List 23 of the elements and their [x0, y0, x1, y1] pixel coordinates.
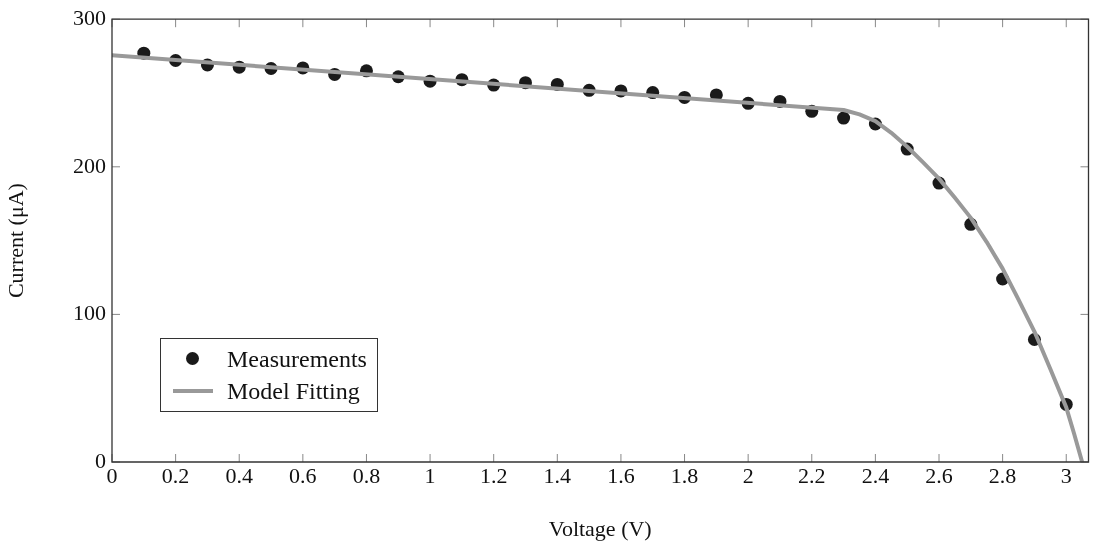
- x-tick-label: 2.4: [861, 462, 890, 488]
- x-tick-label: 0.8: [352, 462, 381, 488]
- y-axis-title: Current (μA): [2, 183, 28, 299]
- y-tick-label: 300: [73, 4, 106, 30]
- x-tick-label: 1.4: [543, 462, 572, 488]
- x-tick-label: 1: [424, 462, 436, 488]
- x-tick-label: 0.4: [225, 462, 253, 488]
- x-tick-label: 1.6: [607, 462, 635, 488]
- y-tick-label: 100: [73, 300, 106, 326]
- x-axis-title: Voltage (V): [548, 515, 652, 541]
- x-tick-label: 2: [742, 462, 754, 488]
- y-tick-label: 200: [73, 152, 106, 178]
- x-tick-label: 3: [1060, 462, 1072, 488]
- x-tick-label: 0.2: [161, 462, 190, 488]
- legend-label: Model Fitting: [227, 377, 360, 405]
- x-tick-label: 1.2: [479, 462, 508, 488]
- x-tick-label: 2.2: [798, 462, 826, 488]
- x-tick-label: 2.6: [925, 462, 953, 488]
- legend-label: Measurements: [227, 345, 367, 373]
- x-tick-label: 0.6: [289, 462, 317, 488]
- x-tick-label: 2.8: [988, 462, 1017, 488]
- point: [837, 111, 851, 125]
- x-tick-label: 1.8: [670, 462, 699, 488]
